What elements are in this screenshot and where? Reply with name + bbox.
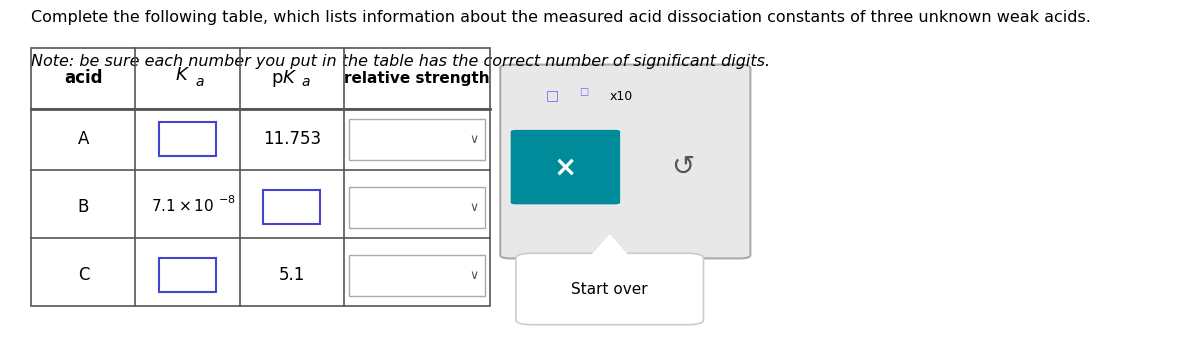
Text: □: □ [580,87,588,97]
Bar [31,48,490,306]
Text: $a$: $a$ [196,74,205,89]
Text: $7.1 \times 10$: $7.1 \times 10$ [151,198,214,214]
Text: $a$: $a$ [300,74,310,89]
Bar [263,190,320,224]
Text: B: B [78,199,89,216]
Text: 5.1: 5.1 [278,267,305,284]
Text: ∨: ∨ [469,201,479,214]
Text: 11.753: 11.753 [263,131,320,148]
Bar [158,122,216,156]
Bar [158,258,216,292]
Text: □: □ [546,88,559,102]
Text: ×: × [553,153,577,181]
Text: A: A [78,131,89,148]
Text: acid: acid [64,69,103,87]
Text: p$K$: p$K$ [271,68,298,89]
Bar [349,187,485,228]
Bar [349,255,485,296]
Text: x10: x10 [610,90,632,103]
Text: Note: be sure each number you put in the table has the correct number of signifi: Note: be sure each number you put in the… [31,54,770,69]
Text: ↺: ↺ [671,153,695,181]
Text: $K$: $K$ [175,66,190,84]
Text: ∨: ∨ [469,133,479,146]
Text: ∨: ∨ [469,269,479,282]
Text: relative strength: relative strength [344,71,490,86]
Text: Start over: Start over [571,282,648,296]
Text: Complete the following table, which lists information about the measured acid di: Complete the following table, which list… [31,10,1091,25]
Polygon shape [589,235,630,258]
FancyBboxPatch shape [516,253,703,325]
Text: C: C [78,267,89,284]
Bar [349,119,485,160]
Text: $-8$: $-8$ [218,193,236,205]
FancyBboxPatch shape [500,65,750,258]
FancyBboxPatch shape [511,130,620,204]
